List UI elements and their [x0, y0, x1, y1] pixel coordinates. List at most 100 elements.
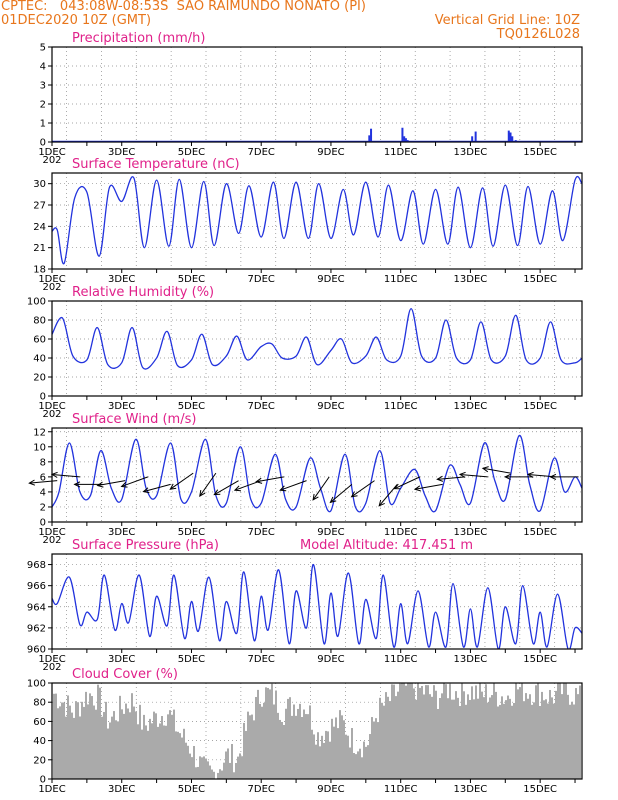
wind-arrow [437, 476, 466, 480]
cloud-bar [247, 711, 249, 779]
cloud-bar [293, 704, 295, 779]
cloud-bar [507, 695, 509, 779]
cloud-bar [61, 702, 63, 779]
cloud-bar [451, 699, 453, 779]
cloud-bar [173, 709, 175, 779]
cloud-bar [363, 741, 365, 779]
cloud-bar [205, 758, 207, 779]
wind-arrow-head [329, 496, 337, 504]
y-tick-label: 20 [33, 755, 46, 766]
x-tick-label: 1DEC [38, 527, 65, 538]
x-tick-label: 13DEC [454, 401, 488, 412]
cloud-bar [509, 698, 511, 779]
wind-arrow-head [96, 481, 104, 488]
cloud-bar [361, 757, 363, 779]
panel-5: 960 962 964 966 968 1DEC 3DEC 5DEC 7DEC 9DEC 11DEC… [27, 538, 583, 673]
cloud-bar [343, 720, 345, 779]
cloud-bar [207, 761, 209, 779]
precip-bar [507, 130, 510, 142]
wind-arrow-head [120, 481, 128, 488]
cloud-bar [501, 696, 503, 779]
cloud-bar [493, 683, 495, 779]
x-year-label: 202 [42, 409, 61, 420]
cloud-bar [113, 711, 115, 779]
wind-arrow [459, 473, 488, 478]
cloud-bar [505, 700, 507, 779]
cloud-bar [539, 706, 541, 779]
cloud-bar [519, 687, 521, 779]
cloud-bar [351, 728, 353, 779]
x-tick-label: 11DEC [384, 401, 418, 412]
cloud-bar [393, 684, 395, 779]
cloud-bar [299, 703, 301, 779]
panel-frame [51, 46, 583, 143]
cloud-bar [535, 685, 537, 779]
cloud-bar [419, 687, 421, 779]
cloud-bar [285, 708, 287, 779]
cloud-bar [157, 726, 159, 779]
y-tick-label: 100 [27, 679, 46, 690]
cloud-bar [289, 697, 291, 779]
x-tick-label: 1DEC [38, 147, 65, 158]
cloud-bar [503, 703, 505, 779]
y-tick-label: 2 [40, 100, 46, 111]
cloud-bar [475, 685, 477, 779]
cloud-bar [549, 689, 551, 779]
x-tick-label: 1DEC [38, 654, 65, 665]
x-tick-label: 13DEC [454, 274, 488, 285]
cloud-bar [471, 686, 473, 779]
x-tick-label: 7DEC [248, 654, 275, 665]
y-tick-label: 20 [33, 373, 46, 384]
cloud-bar [527, 698, 529, 779]
header-run-time: 01DEC2020 10Z (GMT) [1, 13, 152, 28]
cloud-bar [449, 684, 451, 779]
cloud-bar [295, 715, 297, 779]
y-tick-label: 40 [33, 736, 46, 747]
cloud-bar [495, 691, 497, 779]
y-tick-label: 968 [27, 560, 46, 571]
wind-arrow [121, 476, 149, 487]
wind-arrow-head [233, 485, 241, 492]
cloud-bar [209, 765, 211, 779]
cloud-bar [223, 762, 225, 779]
x-tick-label: 3DEC [108, 654, 135, 665]
cloud-bar [149, 718, 151, 779]
cloud-bar [371, 717, 373, 779]
cloud-bar [437, 708, 439, 779]
x-tick-label: 3DEC [108, 784, 135, 795]
x-tick-label: 1DEC [38, 401, 65, 412]
series-line [52, 434, 582, 513]
cloud-bar [337, 728, 339, 779]
cloud-bar [435, 690, 437, 779]
cloud-bar [401, 683, 403, 779]
cloud-bar [499, 704, 501, 779]
cloud-bar [541, 691, 543, 779]
cloud-bar [139, 704, 141, 779]
wind-arrow-head [213, 489, 221, 496]
cloud-bar [153, 711, 155, 779]
cloud-bar [445, 684, 447, 779]
precip-bar [511, 136, 514, 142]
cloud-bar [99, 687, 101, 779]
y-tick-label: 960 [27, 645, 46, 656]
cloud-bar [411, 683, 413, 779]
cloud-bar [241, 756, 243, 779]
panel-6: 0 20 40 60 80 100 1DEC 3DEC 5DEC 7DEC 9DEC 11DEC 13D… [27, 667, 583, 795]
x-tick-label: 3DEC [108, 527, 135, 538]
cloud-bar [309, 705, 311, 779]
cloud-bar [273, 704, 275, 779]
cloud-bar [265, 687, 267, 779]
cloud-bar [243, 722, 245, 779]
cloud-bar [127, 708, 129, 779]
cloud-bar [197, 766, 199, 779]
wind-arrow-head [393, 483, 401, 490]
wind-arrow-head [255, 477, 263, 484]
cloud-bar [515, 683, 517, 779]
x-year-label: 202 [42, 662, 61, 673]
cloud-bar [531, 704, 533, 779]
x-tick-label: 9DEC [317, 274, 344, 285]
cloud-bar [141, 729, 143, 779]
x-tick-label: 9DEC [317, 784, 344, 795]
x-tick-label: 7DEC [248, 527, 275, 538]
